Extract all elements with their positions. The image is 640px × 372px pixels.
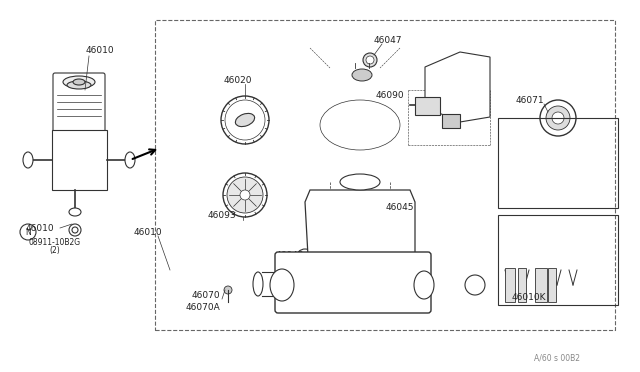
FancyBboxPatch shape: [53, 73, 105, 132]
Circle shape: [221, 96, 269, 144]
FancyBboxPatch shape: [275, 252, 431, 313]
Circle shape: [373, 209, 391, 227]
Ellipse shape: [67, 81, 91, 89]
Bar: [535, 268, 547, 302]
Circle shape: [363, 53, 377, 67]
Circle shape: [540, 100, 576, 136]
Ellipse shape: [23, 152, 33, 168]
Ellipse shape: [270, 269, 294, 301]
Text: 46047: 46047: [374, 35, 403, 45]
Ellipse shape: [69, 208, 81, 216]
Polygon shape: [305, 190, 415, 304]
Ellipse shape: [414, 271, 434, 299]
Bar: [556, 98, 560, 106]
Circle shape: [552, 112, 564, 124]
Bar: [415, 97, 440, 115]
Text: 46010: 46010: [134, 228, 163, 237]
Circle shape: [296, 249, 314, 267]
Circle shape: [465, 275, 485, 295]
Ellipse shape: [73, 79, 85, 85]
Circle shape: [377, 213, 387, 223]
Bar: [548, 268, 556, 302]
Bar: [442, 114, 460, 128]
Text: 08911-10B2G: 08911-10B2G: [29, 237, 81, 247]
Text: 46010: 46010: [26, 224, 54, 232]
Bar: [52, 130, 107, 190]
Ellipse shape: [352, 69, 372, 81]
Ellipse shape: [63, 76, 95, 88]
Bar: [498, 118, 618, 208]
Circle shape: [300, 253, 310, 263]
Text: 46070: 46070: [191, 291, 220, 299]
Text: 46090: 46090: [376, 90, 404, 99]
Ellipse shape: [253, 272, 263, 296]
Circle shape: [546, 106, 570, 130]
Text: 46045: 46045: [386, 202, 414, 212]
Text: 46010: 46010: [86, 45, 115, 55]
Text: 46048: 46048: [434, 106, 462, 115]
Circle shape: [240, 190, 250, 200]
Ellipse shape: [340, 174, 380, 190]
Text: 46070A: 46070A: [185, 304, 220, 312]
Polygon shape: [425, 52, 490, 122]
Bar: [505, 268, 515, 302]
Bar: [518, 268, 526, 302]
Text: 46045: 46045: [276, 250, 304, 260]
Text: 46020: 46020: [224, 76, 252, 84]
Circle shape: [223, 173, 267, 217]
Circle shape: [366, 56, 374, 64]
Text: A/60 s 00B2: A/60 s 00B2: [534, 353, 580, 362]
Text: 46010K: 46010K: [512, 292, 547, 301]
Text: 46071: 46071: [516, 96, 544, 105]
Text: N: N: [25, 228, 31, 237]
Bar: [155, 20, 615, 330]
Ellipse shape: [236, 113, 255, 126]
Circle shape: [224, 286, 232, 294]
Circle shape: [227, 177, 263, 213]
Text: (2): (2): [50, 247, 60, 256]
Ellipse shape: [125, 152, 135, 168]
Circle shape: [69, 224, 81, 236]
Bar: [498, 215, 618, 305]
Text: 46093: 46093: [208, 211, 236, 219]
